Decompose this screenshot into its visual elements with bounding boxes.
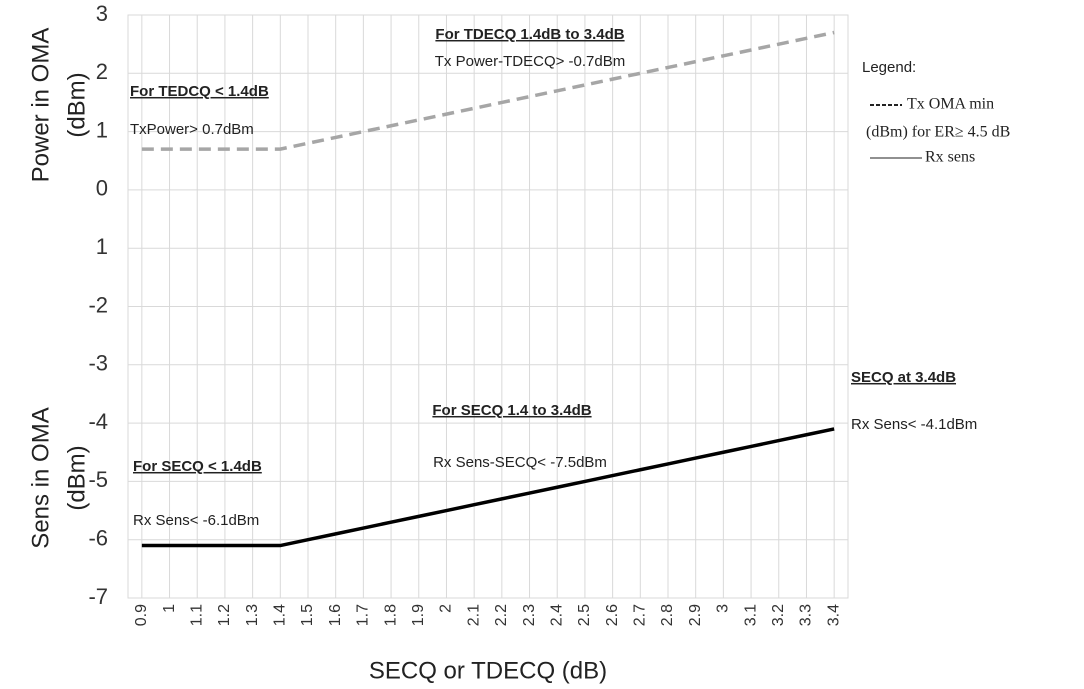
x-tick-label: 2.6 bbox=[604, 604, 621, 626]
y-axis-title: Sens in OMA bbox=[27, 407, 54, 548]
y-axis-title: Power in OMA bbox=[27, 28, 54, 183]
y-tick-label: 2 bbox=[96, 59, 108, 84]
y-tick-label: -7 bbox=[88, 584, 108, 609]
x-tick-label: 2.4 bbox=[548, 604, 565, 626]
x-tick-label: 1.9 bbox=[410, 604, 427, 626]
x-tick-label: 3.3 bbox=[798, 604, 815, 626]
x-tick-label: 2.3 bbox=[521, 604, 538, 626]
y-axis-title: (dBm) bbox=[63, 72, 90, 137]
annotation: Tx Power-TDECQ> -0.7dBm bbox=[435, 53, 625, 70]
y-tick-label: 3 bbox=[96, 1, 108, 26]
x-tick-label: 2.2 bbox=[493, 604, 510, 626]
y-tick-label: 1 bbox=[96, 117, 108, 142]
y-tick-label: -6 bbox=[88, 526, 108, 551]
x-tick-label: 2.9 bbox=[687, 604, 704, 626]
annotation: For TEDCQ < 1.4dB bbox=[130, 83, 269, 100]
y-tick-label: -4 bbox=[88, 409, 108, 434]
y-tick-label: -3 bbox=[88, 351, 108, 376]
legend-title: Legend: bbox=[862, 59, 916, 76]
y-tick-label: -2 bbox=[88, 292, 108, 317]
legend-label: Rx sens bbox=[925, 149, 975, 166]
plot-border bbox=[127, 14, 849, 599]
legend-note: (dBm) for ER≥ 4.5 dB bbox=[866, 124, 1010, 141]
series-line bbox=[141, 30, 835, 151]
annotation: SECQ at 3.4dB bbox=[851, 369, 956, 386]
x-tick-label: 1.8 bbox=[382, 604, 399, 626]
x-tick-label: 1.4 bbox=[272, 604, 289, 626]
x-axis-title: SECQ or TDECQ (dB) bbox=[369, 657, 607, 684]
x-tick-label: 2 bbox=[438, 604, 455, 613]
annotation: TxPower> 0.7dBm bbox=[130, 121, 254, 138]
x-tick-label: 1.6 bbox=[327, 604, 344, 626]
x-tick-label: 1.1 bbox=[188, 604, 205, 626]
annotation: For SECQ < 1.4dB bbox=[133, 458, 262, 475]
annotation: Rx Sens< -4.1dBm bbox=[851, 416, 977, 433]
x-tick-label: 1.3 bbox=[244, 604, 261, 626]
annotation: Rx Sens-SECQ< -7.5dBm bbox=[433, 454, 607, 471]
series-line bbox=[141, 427, 835, 548]
x-tick-label: 2.5 bbox=[576, 604, 593, 626]
y-tick-label: 1 bbox=[96, 234, 108, 259]
y-tick-label: 0 bbox=[96, 176, 108, 201]
x-tick-label: 2.8 bbox=[659, 604, 676, 626]
x-tick-label: 0.9 bbox=[133, 604, 150, 626]
x-tick-label: 3.2 bbox=[770, 604, 787, 626]
x-tick-label: 2.7 bbox=[632, 604, 649, 626]
x-tick-label: 3 bbox=[715, 604, 732, 613]
annotation: Rx Sens< -6.1dBm bbox=[133, 512, 259, 529]
x-tick-label: 2.1 bbox=[465, 604, 482, 626]
annotation: For TDECQ 1.4dB to 3.4dB bbox=[435, 26, 624, 43]
x-tick-label: 1 bbox=[161, 604, 178, 613]
x-tick-label: 3.4 bbox=[825, 604, 842, 626]
legend-label: Tx OMA min bbox=[907, 96, 994, 113]
x-tick-label: 1.5 bbox=[299, 604, 316, 626]
y-tick-label: -5 bbox=[88, 467, 108, 492]
x-tick-label: 1.2 bbox=[216, 604, 233, 626]
x-tick-label: 3.1 bbox=[742, 604, 759, 626]
y-axis-title: (dBm) bbox=[63, 445, 90, 510]
x-tick-label: 1.7 bbox=[355, 604, 372, 626]
annotation: For SECQ 1.4 to 3.4dB bbox=[432, 402, 591, 419]
